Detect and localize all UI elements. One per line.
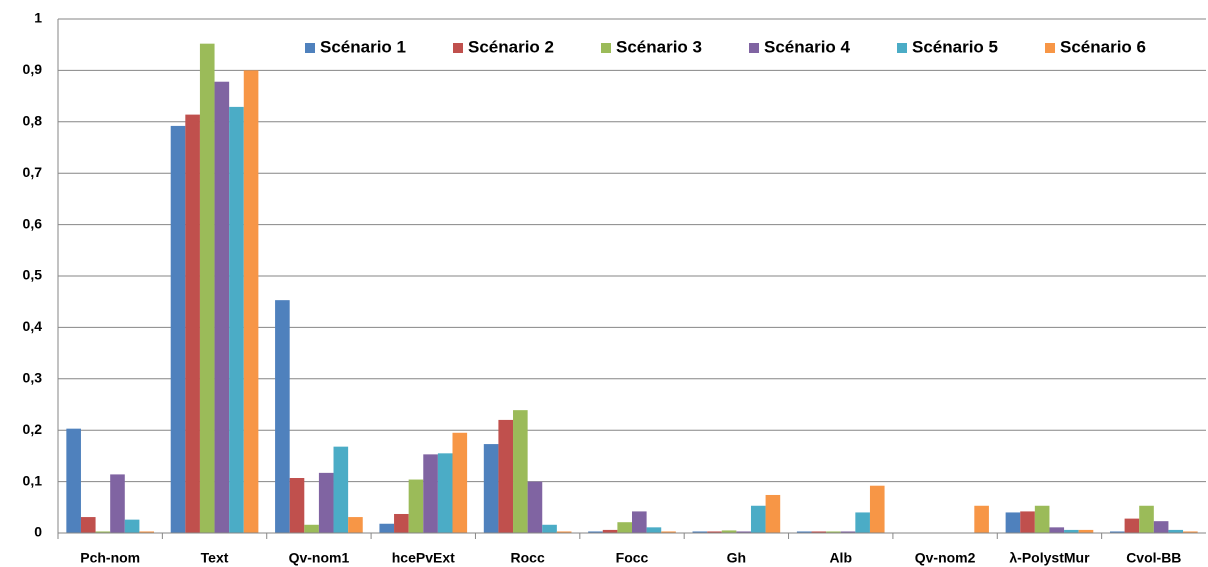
bar (527, 481, 543, 533)
bar (840, 531, 856, 533)
bar (661, 531, 676, 533)
bar (855, 512, 870, 533)
x-tick-label: hcePvExt (392, 550, 455, 566)
y-tick-label: 0,8 (23, 113, 43, 129)
y-tick-label: 0,7 (23, 164, 43, 180)
bar (1020, 511, 1035, 533)
y-tick-label: 0,1 (23, 472, 43, 488)
bar (275, 300, 290, 533)
bar (1124, 518, 1140, 533)
legend-label: Scénario 3 (616, 37, 702, 56)
x-tick-label: Qv-nom2 (915, 550, 976, 566)
bar (602, 529, 618, 533)
legend-label: Scénario 6 (1060, 37, 1146, 56)
bar (185, 114, 200, 533)
bar (1139, 505, 1154, 533)
bar (721, 530, 737, 533)
bar (348, 517, 363, 533)
bar (1005, 512, 1021, 533)
bar (110, 474, 125, 533)
bar (707, 531, 722, 533)
y-tick-label: 0,6 (23, 215, 43, 231)
bar (692, 531, 708, 533)
bar (214, 81, 230, 533)
bar (542, 524, 557, 533)
bar (66, 428, 81, 533)
bar (826, 531, 841, 533)
legend-swatch (897, 43, 907, 53)
legend-swatch (1045, 43, 1055, 53)
bar (170, 125, 186, 534)
x-tick-label: Focc (616, 550, 649, 566)
bar (736, 531, 751, 533)
bar (1078, 529, 1094, 533)
bar (289, 478, 305, 533)
bar (437, 453, 453, 533)
y-tick-label: 0 (34, 524, 42, 540)
bar (796, 531, 812, 533)
bar (811, 531, 827, 533)
bar (243, 70, 259, 534)
legend-swatch (305, 43, 315, 53)
x-tick-label: Cvol-BB (1126, 550, 1181, 566)
bar (646, 527, 662, 533)
bar (124, 519, 140, 533)
legend-swatch (453, 43, 463, 53)
x-tick-label: Text (201, 550, 229, 566)
x-tick-label: Gh (727, 550, 746, 566)
bar (304, 524, 319, 533)
bar (1183, 531, 1198, 533)
bar (408, 479, 424, 533)
bar (617, 522, 632, 533)
bar (199, 43, 215, 534)
legend-label: Scénario 2 (468, 37, 554, 56)
y-tick-label: 0,3 (23, 370, 43, 386)
bar (483, 444, 499, 533)
bar (80, 517, 96, 533)
bar (556, 531, 572, 533)
x-tick-label: λ-PolystMur (1009, 550, 1090, 566)
y-tick-label: 0,2 (23, 421, 43, 437)
legend-label: Scénario 1 (320, 37, 406, 56)
bar (1049, 527, 1065, 533)
bar (1168, 529, 1184, 533)
bar (229, 106, 244, 534)
bar (333, 446, 349, 533)
legend-label: Scénario 4 (764, 37, 851, 56)
bar (513, 410, 528, 533)
x-tick-label: Rocc (511, 550, 545, 566)
bar (1153, 521, 1169, 533)
legend-label: Scénario 5 (912, 37, 998, 56)
bar (394, 513, 409, 533)
bar (379, 523, 395, 533)
bar (95, 531, 111, 533)
bar (423, 454, 438, 533)
bar (452, 432, 468, 533)
bar (318, 472, 334, 533)
bar (632, 511, 647, 533)
legend-swatch (749, 43, 759, 53)
bar (139, 531, 155, 533)
bar (974, 505, 989, 533)
bar (1109, 531, 1125, 533)
bar (498, 419, 514, 533)
bar (869, 485, 885, 533)
bar (588, 531, 603, 533)
x-tick-label: Pch-nom (80, 550, 140, 566)
y-tick-label: 0,9 (23, 61, 43, 77)
y-tick-label: 0,5 (23, 267, 43, 283)
x-tick-label: Qv-nom1 (289, 550, 350, 566)
y-tick-label: 0,4 (23, 318, 43, 334)
x-tick-label: Alb (829, 550, 852, 566)
bar (1034, 505, 1050, 533)
y-tick-label: 1 (34, 10, 42, 26)
legend-swatch (601, 43, 611, 53)
bar (1064, 529, 1079, 533)
bar (750, 505, 766, 533)
bar (765, 494, 781, 533)
